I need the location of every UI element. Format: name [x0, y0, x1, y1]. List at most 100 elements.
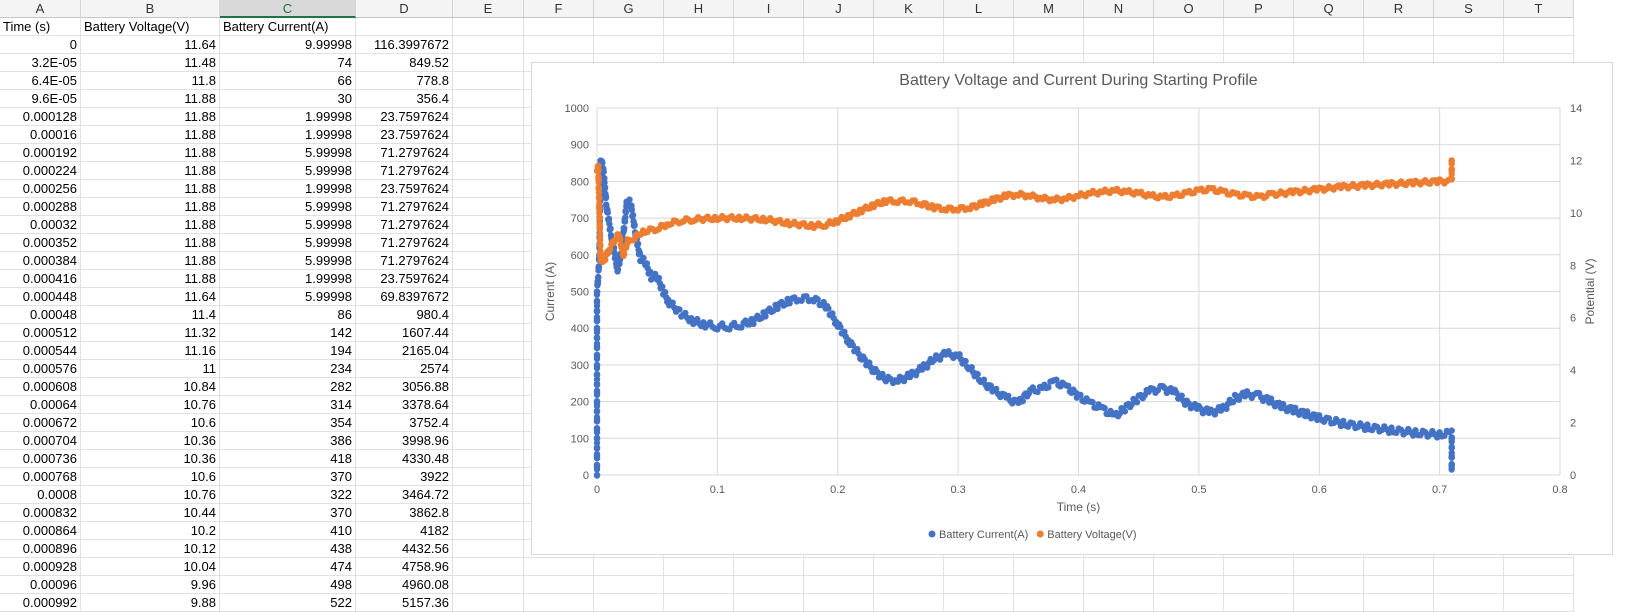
cell[interactable]: 10.2 [81, 522, 220, 540]
cell[interactable]: 0.000768 [0, 468, 81, 486]
cell[interactable] [1504, 576, 1574, 594]
cell[interactable]: 10.04 [81, 558, 220, 576]
cell[interactable]: 3464.72 [356, 486, 453, 504]
cell[interactable] [453, 576, 524, 594]
cell[interactable] [1364, 36, 1434, 54]
cell[interactable]: 23.7597624 [356, 126, 453, 144]
cell[interactable]: 10.6 [81, 414, 220, 432]
cell[interactable] [944, 36, 1014, 54]
cell[interactable] [664, 594, 734, 612]
column-header-o[interactable]: O [1154, 0, 1224, 18]
cell[interactable]: 5.99998 [220, 234, 356, 252]
cell[interactable]: 11.88 [81, 216, 220, 234]
header-cell[interactable] [1294, 18, 1364, 36]
cell[interactable]: 11.88 [81, 90, 220, 108]
cell[interactable] [453, 486, 524, 504]
cell[interactable]: 10.36 [81, 450, 220, 468]
cell[interactable]: 74 [220, 54, 356, 72]
cell[interactable]: 0.000352 [0, 234, 81, 252]
column-header-d[interactable]: D [356, 0, 453, 18]
column-header-g[interactable]: G [594, 0, 664, 18]
cell[interactable] [594, 594, 664, 612]
cell[interactable]: 5.99998 [220, 162, 356, 180]
cell[interactable]: 778.8 [356, 72, 453, 90]
cell[interactable]: 4432.56 [356, 540, 453, 558]
header-cell[interactable] [453, 18, 524, 36]
cell[interactable]: 0.000896 [0, 540, 81, 558]
column-header-f[interactable]: F [524, 0, 594, 18]
cell[interactable]: 10.76 [81, 396, 220, 414]
cell[interactable] [734, 36, 804, 54]
cell[interactable] [1434, 594, 1504, 612]
cell[interactable]: 0.000736 [0, 450, 81, 468]
cell[interactable] [804, 594, 874, 612]
header-cell[interactable] [1434, 18, 1504, 36]
cell[interactable]: 5157.36 [356, 594, 453, 612]
cell[interactable]: 314 [220, 396, 356, 414]
cell[interactable]: 3752.4 [356, 414, 453, 432]
cell[interactable]: 234 [220, 360, 356, 378]
cell[interactable]: 71.2797624 [356, 216, 453, 234]
column-header-l[interactable]: L [944, 0, 1014, 18]
column-header-s[interactable]: S [1434, 0, 1504, 18]
cell[interactable]: 370 [220, 468, 356, 486]
cell[interactable] [594, 576, 664, 594]
cell[interactable]: 0.00032 [0, 216, 81, 234]
cell[interactable] [453, 216, 524, 234]
cell[interactable] [453, 198, 524, 216]
cell[interactable] [734, 594, 804, 612]
cell[interactable] [453, 162, 524, 180]
cell[interactable] [453, 378, 524, 396]
cell[interactable]: 1.99998 [220, 180, 356, 198]
cell[interactable]: 0.000832 [0, 504, 81, 522]
cell[interactable] [874, 36, 944, 54]
cell[interactable] [453, 270, 524, 288]
cell[interactable] [453, 54, 524, 72]
cell[interactable]: 142 [220, 324, 356, 342]
cell[interactable] [453, 540, 524, 558]
cell[interactable]: 0.00016 [0, 126, 81, 144]
cell[interactable]: 3378.64 [356, 396, 453, 414]
cell[interactable]: 194 [220, 342, 356, 360]
cell[interactable]: 9.96 [81, 576, 220, 594]
cell[interactable]: 498 [220, 576, 356, 594]
cell[interactable]: 0.000512 [0, 324, 81, 342]
cell[interactable]: 0.000288 [0, 198, 81, 216]
cell[interactable]: 116.3997672 [356, 36, 453, 54]
cell[interactable]: 9.6E-05 [0, 90, 81, 108]
header-cell[interactable] [1014, 18, 1084, 36]
cell[interactable]: 11.4 [81, 306, 220, 324]
cell[interactable]: 0.000576 [0, 360, 81, 378]
cell[interactable]: 9.88 [81, 594, 220, 612]
cell[interactable] [1294, 576, 1364, 594]
cell[interactable]: 4758.96 [356, 558, 453, 576]
cell[interactable]: 438 [220, 540, 356, 558]
cell[interactable] [804, 558, 874, 576]
column-header-i[interactable]: I [734, 0, 804, 18]
cell[interactable] [453, 90, 524, 108]
header-cell[interactable] [804, 18, 874, 36]
column-header-p[interactable]: P [1224, 0, 1294, 18]
cell[interactable]: 1607.44 [356, 324, 453, 342]
cell[interactable]: 0.00064 [0, 396, 81, 414]
cell[interactable] [1014, 558, 1084, 576]
chart[interactable]: 0 0.1 0.2 0.3 0.4 0.5 0.6 0.7 0.8 0 100 200 300 400 50… [531, 62, 1613, 555]
cell[interactable]: 10.84 [81, 378, 220, 396]
header-cell[interactable] [1504, 18, 1574, 36]
cell[interactable] [453, 396, 524, 414]
cell[interactable]: 2165.04 [356, 342, 453, 360]
cell[interactable]: 0.000992 [0, 594, 81, 612]
cell[interactable] [874, 576, 944, 594]
cell[interactable] [453, 180, 524, 198]
cell[interactable] [453, 72, 524, 90]
cell[interactable]: 0.000544 [0, 342, 81, 360]
cell[interactable]: 5.99998 [220, 252, 356, 270]
cell[interactable]: 66 [220, 72, 356, 90]
cell[interactable] [594, 558, 664, 576]
cell[interactable]: 0.000416 [0, 270, 81, 288]
cell[interactable]: 10.44 [81, 504, 220, 522]
column-header-h[interactable]: H [664, 0, 734, 18]
cell[interactable]: 0.00096 [0, 576, 81, 594]
cell[interactable]: 0.000256 [0, 180, 81, 198]
cell[interactable] [453, 522, 524, 540]
